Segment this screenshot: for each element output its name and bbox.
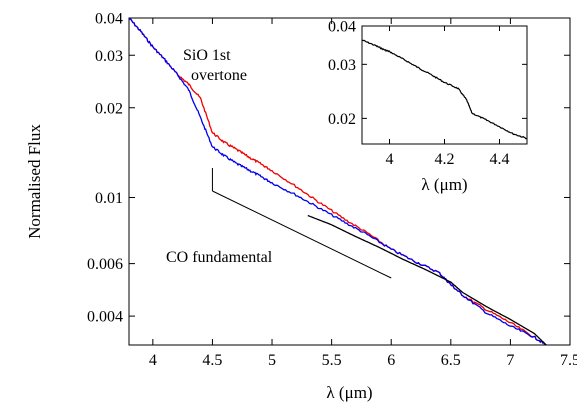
main-x-tick-label: 4.5 xyxy=(202,352,222,369)
main-frame xyxy=(128,17,571,346)
main-y-tick-label: 0.006 xyxy=(87,256,123,273)
series-line-blue xyxy=(129,18,547,345)
main-x-tick-label: 5 xyxy=(268,352,276,369)
inset-y-tick-label: 0.03 xyxy=(328,57,356,74)
main-plot: 4 4.5 5 5.5 6 6.5 7 7.5 0.004 0.006 0.01 0.02 0.03 0.… xyxy=(25,11,577,402)
inset-series-line xyxy=(362,39,527,140)
inset-x-tick-label: 4 xyxy=(386,151,394,168)
co-bracket-line xyxy=(212,190,392,279)
inset-x-axis-label: λ (μm) xyxy=(421,175,467,194)
main-series-group xyxy=(129,18,547,345)
main-x-tick-label: 6 xyxy=(387,352,395,369)
inset-x-tick-label: 4.2 xyxy=(435,151,455,168)
inset-x-tick-label: 4.4 xyxy=(490,151,510,168)
main-x-tick-label: 6.5 xyxy=(441,352,461,369)
main-x-tick-label: 7.5 xyxy=(560,352,577,369)
inset-plot: 4 4.2 4.4 0.02 0.03 0.04 λ (μm) xyxy=(328,19,528,194)
inset-series-group xyxy=(362,39,527,140)
series-line-black xyxy=(307,214,547,345)
main-y-tick-label: 0.03 xyxy=(95,48,123,65)
annotation-sio-line2: overtone xyxy=(191,67,247,84)
main-y-tick-label: 0.01 xyxy=(95,190,123,207)
annotation-co: CO fundamental xyxy=(166,249,273,266)
main-x-tick-label: 4 xyxy=(149,352,157,369)
annotation-sio-line1: SiO 1st xyxy=(183,47,231,64)
inset-y-tick-label: 0.04 xyxy=(328,19,356,36)
inset-background xyxy=(362,26,527,144)
main-x-tick-label: 7 xyxy=(506,352,514,369)
main-x-axis-label: λ (μm) xyxy=(326,383,372,402)
main-y-tick-label: 0.02 xyxy=(95,100,123,117)
inset-y-tick-label: 0.02 xyxy=(328,111,356,128)
main-y-tick-label: 0.004 xyxy=(87,309,123,326)
main-y-tick-label: 0.04 xyxy=(95,11,123,28)
main-y-axis-label: Normalised Flux xyxy=(25,124,44,239)
main-x-tick-label: 5.5 xyxy=(322,352,342,369)
